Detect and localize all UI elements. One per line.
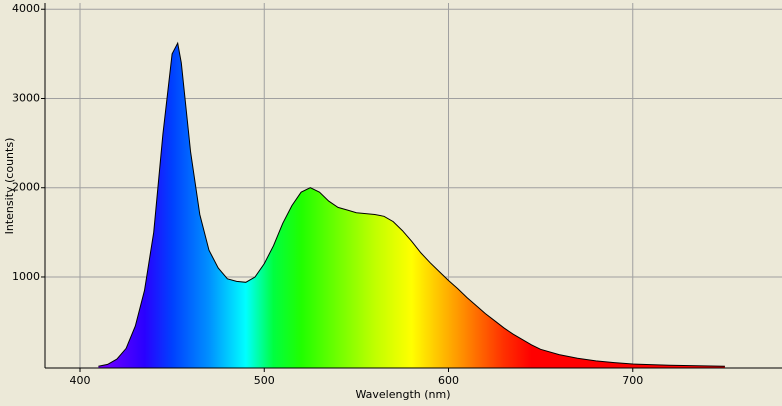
x-tick-label: 500 (254, 374, 275, 387)
y-axis-label: Intensity (counts) (3, 138, 16, 235)
x-tick-label: 600 (438, 374, 459, 387)
y-tick-label: 1000 (12, 270, 40, 283)
x-axis-label: Wavelength (nm) (355, 388, 450, 401)
y-tick-label: 3000 (12, 91, 40, 104)
x-tick-label: 700 (622, 374, 643, 387)
x-tick-label: 400 (70, 374, 91, 387)
y-tick-label: 2000 (12, 181, 40, 194)
spectrum-line (98, 41, 725, 367)
spectrum-area (98, 43, 725, 368)
y-tick-label: 4000 (12, 2, 40, 15)
